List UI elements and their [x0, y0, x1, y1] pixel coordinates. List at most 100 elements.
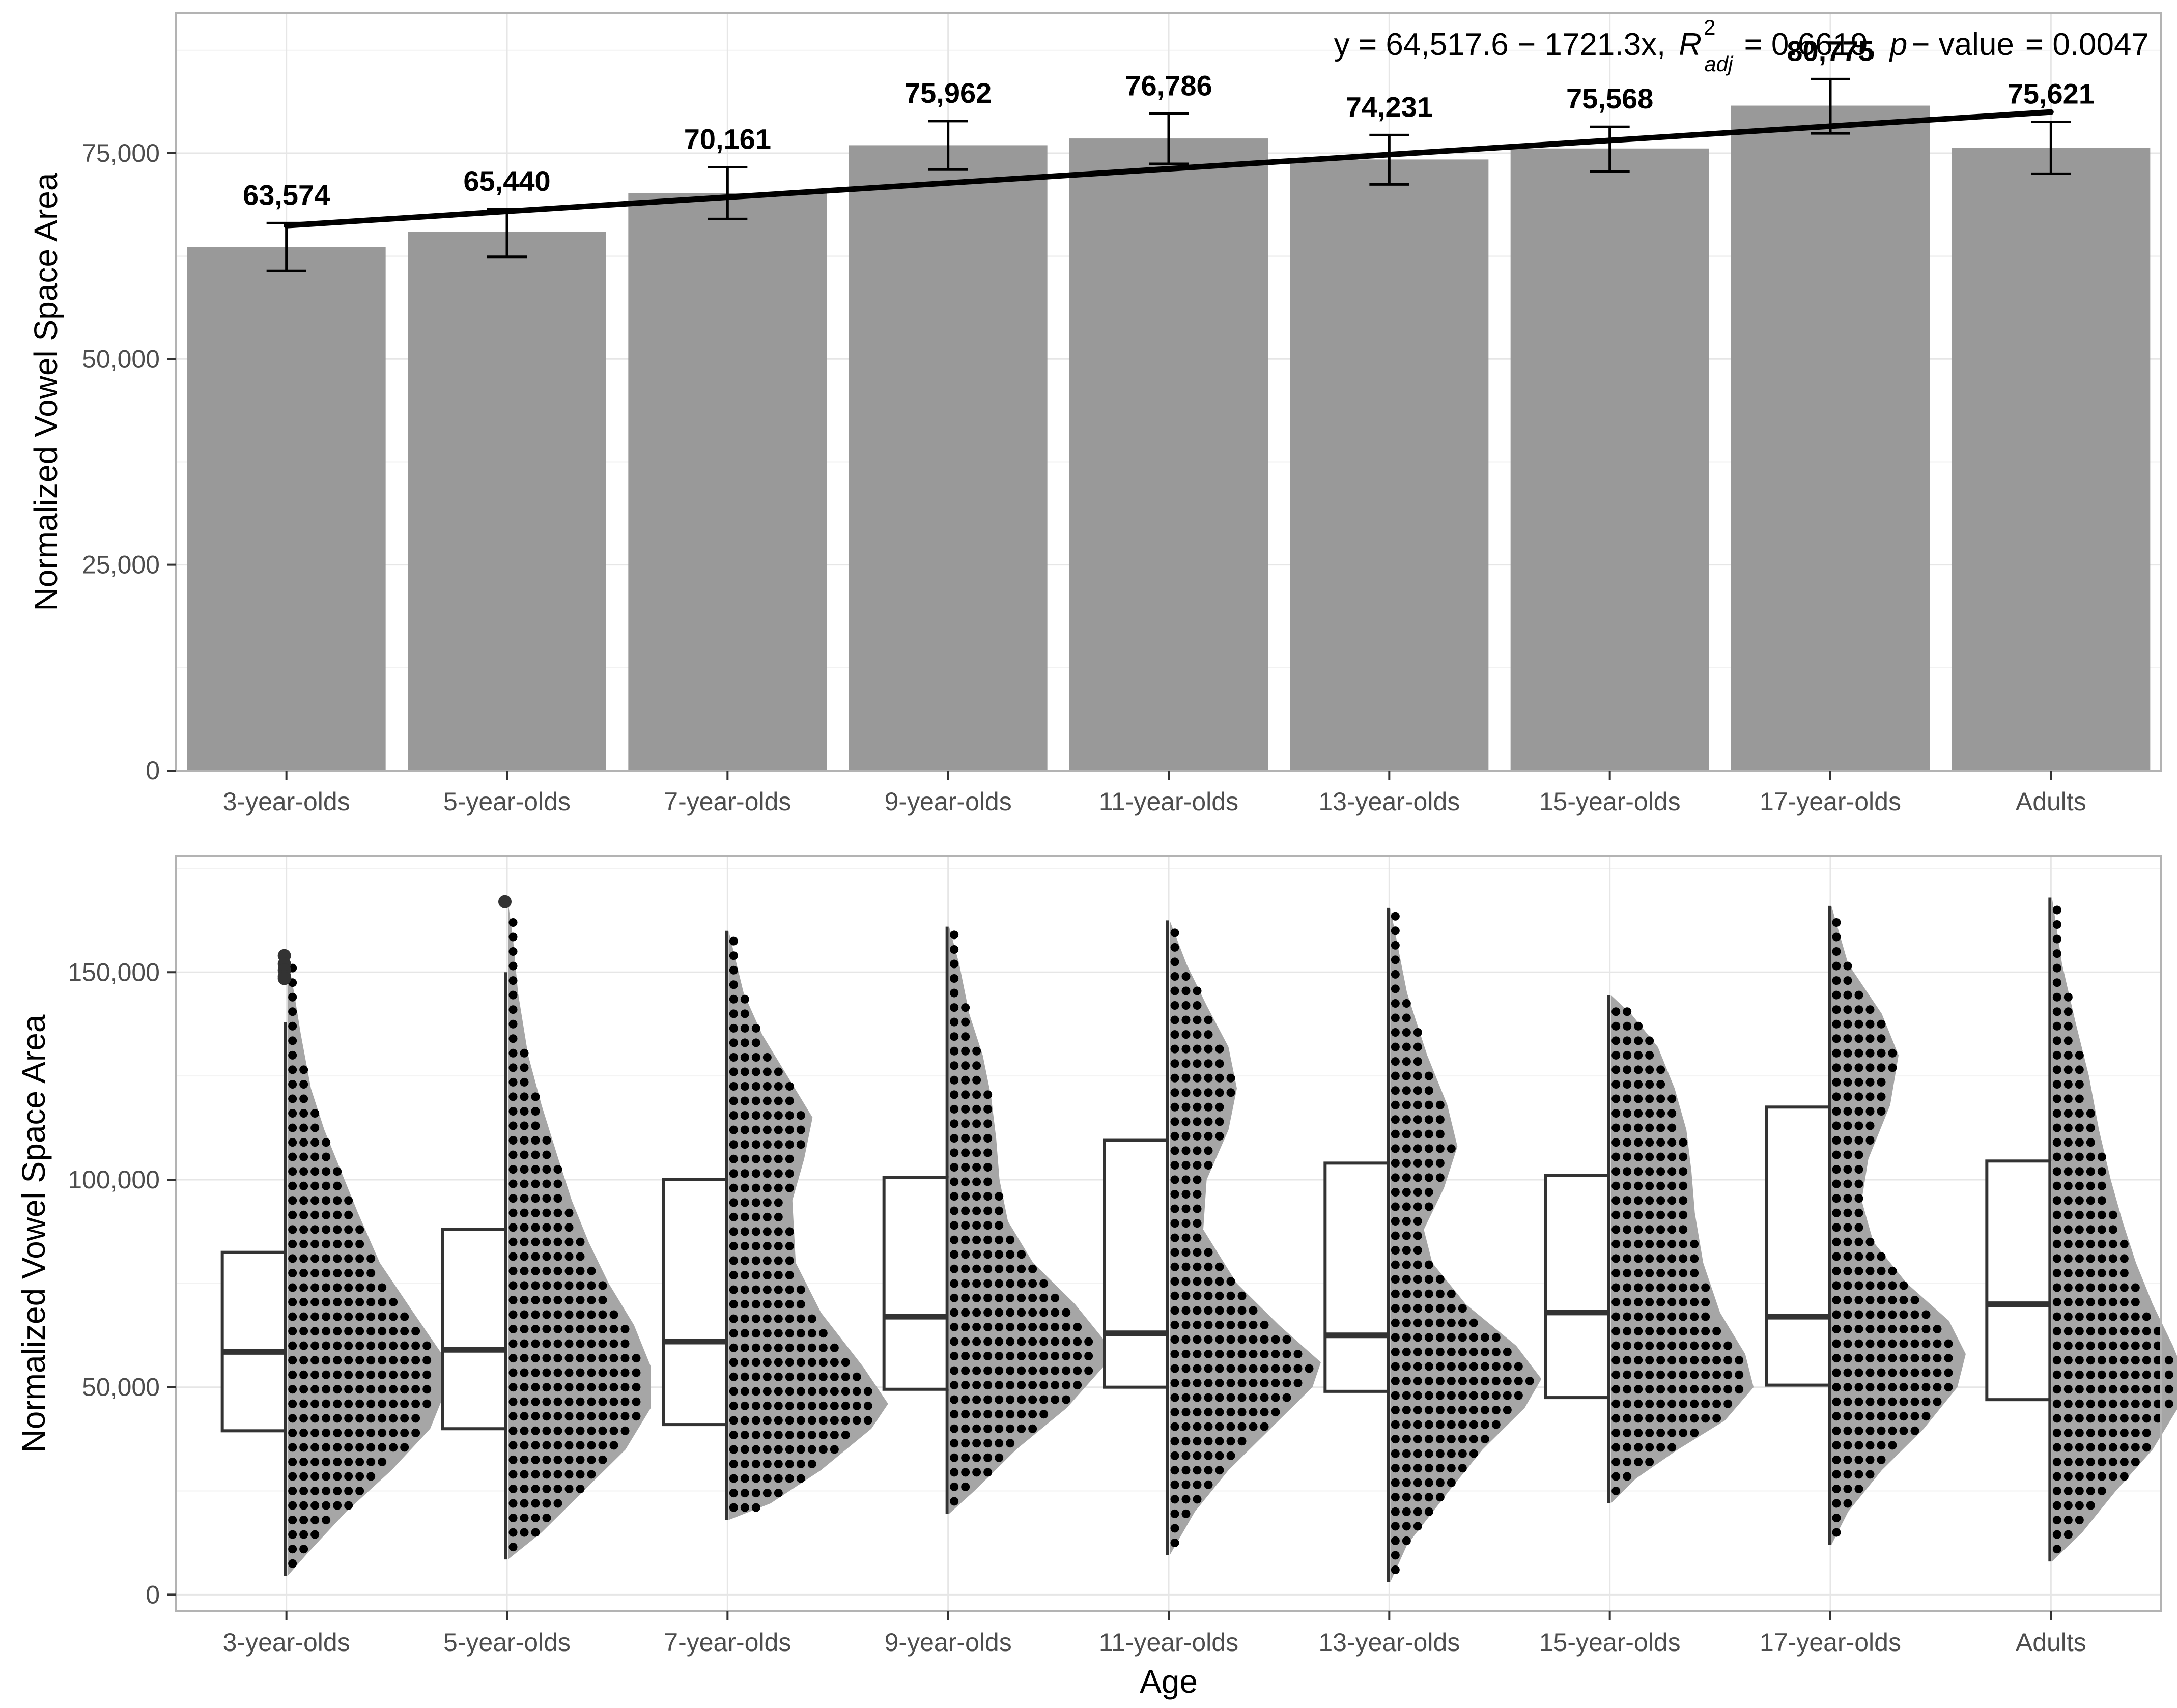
data-dot: [1271, 1349, 1280, 1358]
data-dot: [1293, 1349, 1303, 1358]
data-dot: [310, 1530, 320, 1539]
data-dot: [2086, 1443, 2095, 1452]
data-dot: [1623, 1138, 1632, 1147]
data-dot: [531, 1092, 540, 1101]
data-dot: [2108, 1414, 2117, 1423]
data-dot: [1249, 1408, 1258, 1417]
data-dot: [1832, 1383, 1841, 1392]
y-tick-label: 50,000: [82, 345, 160, 373]
data-dot: [1865, 1281, 1875, 1290]
data-dot: [333, 1399, 342, 1408]
data-dot: [1854, 1106, 1863, 1116]
data-dot: [1679, 1196, 1688, 1205]
data-dot: [1679, 1399, 1688, 1408]
data-dot: [2086, 1399, 2095, 1408]
data-dot: [950, 1366, 959, 1375]
data-dot: [1469, 1318, 1478, 1327]
data-dot: [740, 1430, 749, 1439]
data-dot: [1865, 1397, 1875, 1406]
data-dot: [508, 1295, 518, 1304]
data-dot: [598, 1397, 607, 1406]
data-dot: [1910, 1383, 1919, 1392]
data-dot: [740, 1023, 749, 1033]
data-dot: [576, 1441, 585, 1450]
data-dot: [355, 1443, 364, 1452]
data-dot: [389, 1385, 398, 1394]
data-dot: [785, 1271, 794, 1280]
data-dot: [983, 1250, 993, 1259]
data-dot: [288, 1487, 297, 1496]
data-dot: [531, 1281, 540, 1290]
data-dot: [520, 1470, 529, 1479]
data-dot: [288, 1414, 297, 1423]
data-dot: [508, 1354, 518, 1363]
data-dot: [1204, 1422, 1213, 1431]
data-dot: [366, 1341, 376, 1350]
data-dot: [807, 1314, 816, 1323]
data-dot: [587, 1441, 596, 1450]
data-dot: [2052, 1065, 2061, 1074]
x-tick-label: 9-year-olds: [885, 787, 1012, 816]
data-dot: [1735, 1385, 1744, 1394]
data-dot: [1402, 1376, 1411, 1385]
data-dot: [1447, 1347, 1456, 1356]
data-dot: [950, 1235, 959, 1244]
data-dot: [961, 1003, 970, 1012]
data-dot: [1447, 1464, 1456, 1473]
data-dot: [288, 1399, 297, 1408]
data-dot: [520, 1077, 529, 1087]
data-dot: [1910, 1295, 1919, 1304]
data-dot: [1877, 1441, 1886, 1450]
data-dot: [333, 1196, 342, 1205]
data-dot: [1170, 1219, 1179, 1228]
data-dot: [553, 1484, 562, 1493]
data-dot: [1458, 1304, 1467, 1313]
data-dot: [2086, 1225, 2095, 1234]
data-dot: [950, 1133, 959, 1143]
data-dot: [729, 994, 738, 1004]
data-dot: [1611, 1123, 1621, 1132]
data-dot: [1413, 1376, 1422, 1385]
data-dot: [2142, 1443, 2151, 1452]
data-dot: [520, 1063, 529, 1072]
data-dot: [1391, 1522, 1400, 1531]
data-dot: [508, 1092, 518, 1101]
data-dot: [333, 1356, 342, 1365]
data-dot: [1888, 1048, 1897, 1058]
data-dot: [1391, 1391, 1400, 1400]
data-dot: [299, 1516, 308, 1525]
data-dot: [531, 1368, 540, 1377]
data-dot: [1447, 1478, 1456, 1487]
data-dot: [1215, 1073, 1224, 1083]
data-dot: [2131, 1356, 2140, 1365]
data-dot: [553, 1281, 562, 1290]
box: [882, 1176, 949, 1391]
data-dot: [1634, 1254, 1643, 1263]
data-dot: [411, 1356, 420, 1365]
data-dot: [983, 1381, 993, 1390]
data-dot: [553, 1499, 562, 1508]
x-tick-label: 13-year-olds: [1318, 1628, 1460, 1657]
data-dot: [1921, 1339, 1931, 1348]
data-dot: [1832, 932, 1841, 942]
data-dot: [2063, 1428, 2073, 1437]
data-dot: [1391, 1318, 1400, 1327]
data-dot: [1271, 1364, 1280, 1373]
data-dot: [542, 1441, 551, 1450]
data-dot: [1503, 1376, 1512, 1385]
data-dot: [983, 1104, 993, 1114]
data-dot: [751, 1314, 760, 1323]
data-dot: [751, 1198, 760, 1207]
data-dot: [1204, 1466, 1213, 1475]
data-dot: [564, 1412, 574, 1421]
data-dot: [322, 1167, 331, 1176]
data-dot: [740, 1343, 749, 1352]
data-dot: [322, 1239, 331, 1248]
data-dot: [2119, 1341, 2129, 1350]
data-dot: [1645, 1414, 1654, 1423]
data-dot: [729, 1140, 738, 1149]
data-dot: [366, 1283, 376, 1292]
data-dot: [1215, 1422, 1224, 1431]
data-dot: [1832, 947, 1841, 956]
